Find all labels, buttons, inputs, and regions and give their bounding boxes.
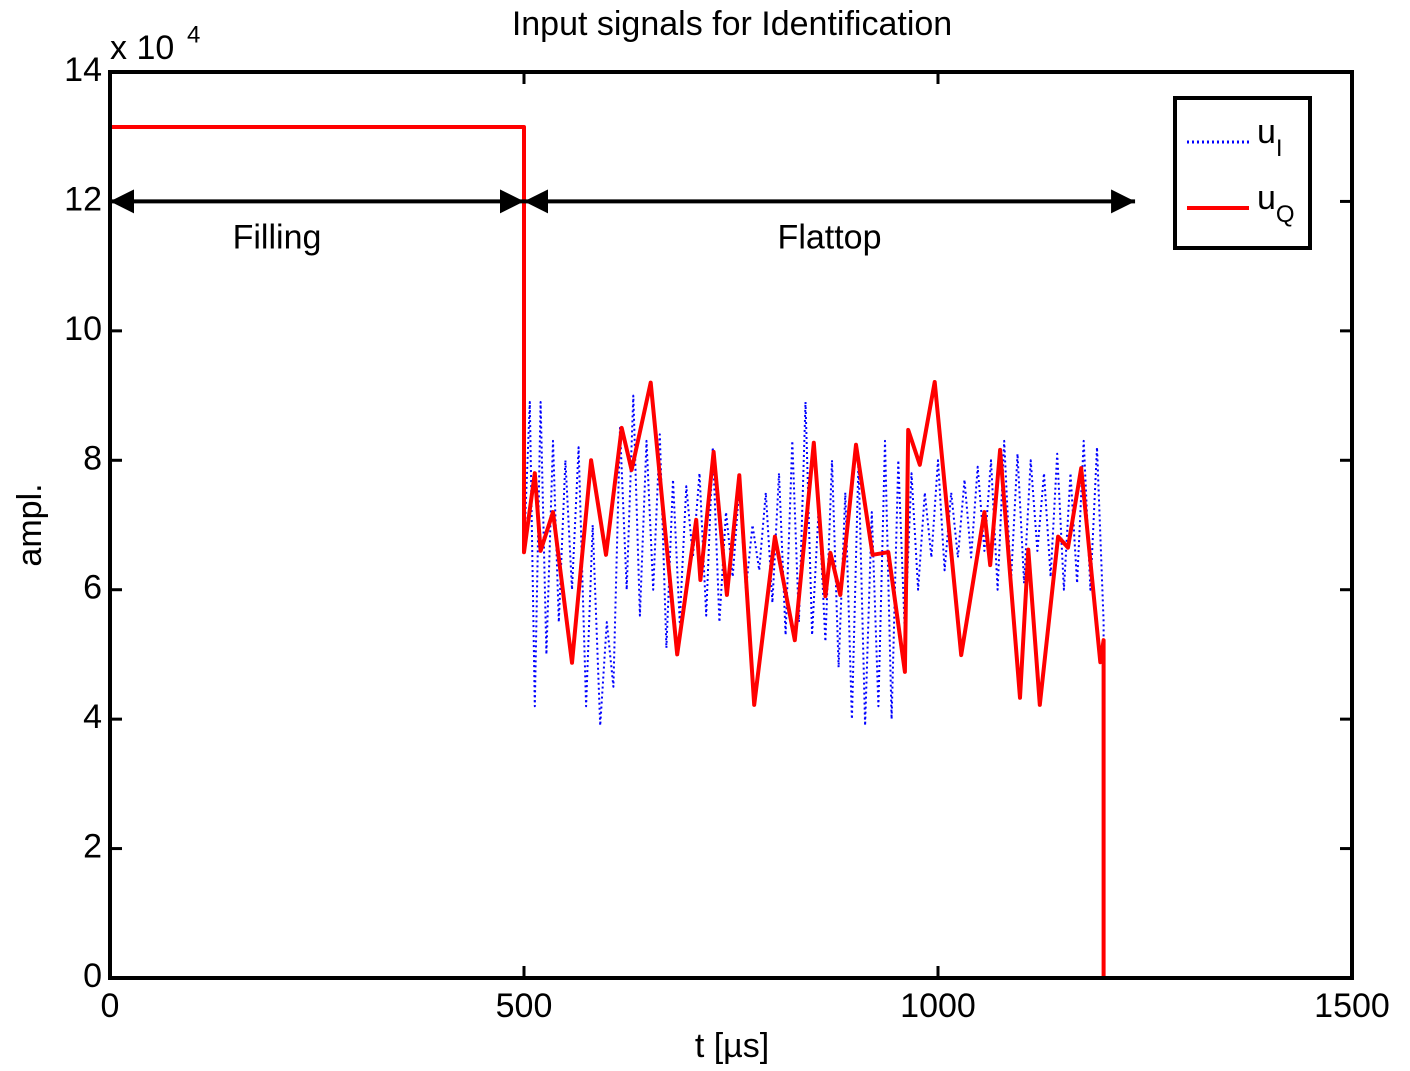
y-tick-label: 14 bbox=[64, 51, 102, 89]
legend-subscript: I bbox=[1276, 135, 1283, 162]
legend-subscript: Q bbox=[1276, 201, 1295, 228]
y-multiplier-exponent: 4 bbox=[187, 21, 200, 48]
chart-title: Input signals for Identification bbox=[512, 5, 952, 43]
annotation-text: Flattop bbox=[778, 218, 882, 256]
x-tick-label: 0 bbox=[101, 987, 120, 1025]
legend-name: u bbox=[1257, 179, 1276, 217]
legend-box bbox=[1173, 96, 1312, 250]
y-multiplier: x 10 bbox=[110, 29, 174, 67]
y-tick-label: 10 bbox=[64, 310, 102, 348]
plot-frame bbox=[108, 70, 1354, 980]
y-tick-label: 0 bbox=[83, 957, 102, 995]
x-tick-label: 1000 bbox=[900, 987, 976, 1025]
x-tick-label: 1500 bbox=[1314, 987, 1390, 1025]
legend-name: u bbox=[1257, 113, 1276, 151]
y-tick-label: 12 bbox=[64, 180, 102, 218]
annotation-text: Filling bbox=[233, 218, 322, 256]
legend-label: uI bbox=[1257, 113, 1283, 162]
legend-label: uQ bbox=[1257, 179, 1295, 228]
x-tick-label: 500 bbox=[496, 987, 553, 1025]
y-tick-label: 4 bbox=[83, 698, 102, 736]
y-axis-label: ampl. bbox=[11, 483, 49, 566]
x-axis-label: t [µs] bbox=[695, 1027, 769, 1065]
y-tick-label: 2 bbox=[83, 828, 102, 866]
series-line bbox=[110, 125, 1352, 980]
y-tick-label: 6 bbox=[83, 569, 102, 607]
y-tick-label: 8 bbox=[83, 439, 102, 477]
